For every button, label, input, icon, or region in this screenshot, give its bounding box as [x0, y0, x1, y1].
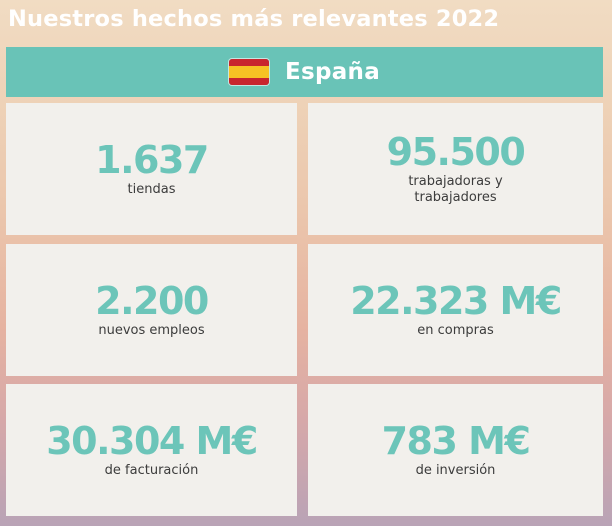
stat-card-compras: 22.323 M€ en compras	[308, 244, 603, 376]
stat-label: en compras	[417, 322, 494, 338]
page-title: Nuestros hechos más relevantes 2022	[8, 6, 500, 32]
stat-label: nuevos empleos	[98, 322, 205, 338]
stat-card-nuevos-empleos: 2.200 nuevos empleos	[6, 244, 297, 376]
stat-value: 783 M€	[381, 418, 531, 463]
country-banner: España	[6, 47, 603, 97]
stat-label: de inversión	[415, 462, 496, 478]
stat-label: trabajadoras y trabajadores	[408, 173, 503, 205]
stat-value: 2.200	[95, 278, 209, 323]
country-label: España	[284, 59, 381, 85]
stat-value: 1.637	[95, 137, 209, 182]
stat-value: 95.500	[386, 129, 526, 174]
stat-card-tiendas: 1.637 tiendas	[6, 103, 297, 235]
stat-value: 22.323 M€	[350, 278, 562, 323]
stat-card-inversion: 783 M€ de inversión	[308, 384, 603, 516]
stat-card-trabajadores: 95.500 trabajadoras y trabajadores	[308, 103, 603, 235]
stat-label: de facturación	[104, 462, 199, 478]
stat-value: 30.304 M€	[46, 418, 258, 463]
stat-label: tiendas	[127, 181, 176, 197]
stat-card-facturacion: 30.304 M€ de facturación	[6, 384, 297, 516]
spain-flag-icon	[228, 59, 269, 85]
